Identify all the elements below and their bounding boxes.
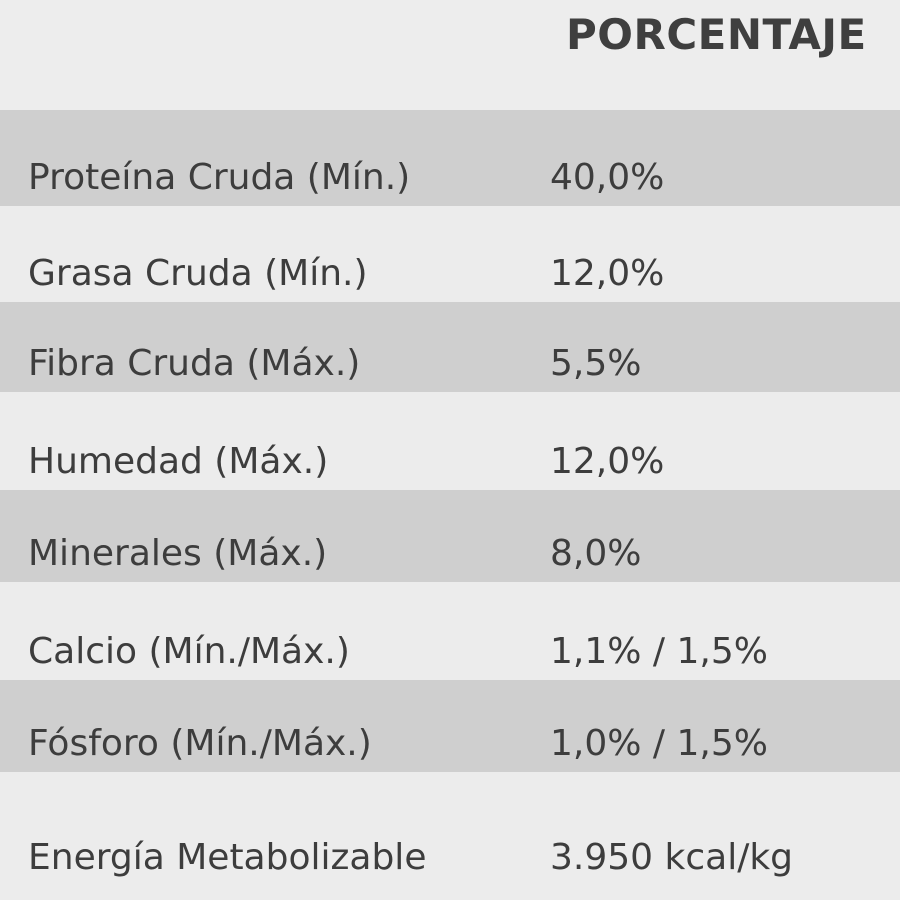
nutrient-value: 1,0% / 1,5%	[550, 723, 768, 764]
table-row: Energía Metabolizable 3.950 kcal/kg	[0, 772, 900, 900]
nutrient-value: 12,0%	[550, 441, 665, 482]
percentage-column-header: PORCENTAJE	[566, 10, 867, 59]
nutrient-name: Energía Metabolizable	[28, 837, 427, 878]
table-row: Fósforo (Mín./Máx.) 1,0% / 1,5%	[0, 680, 900, 772]
nutrient-value: 1,1% / 1,5%	[550, 631, 768, 672]
table-row: Humedad (Máx.) 12,0%	[0, 392, 900, 490]
nutrient-name: Grasa Cruda (Mín.)	[28, 253, 368, 294]
nutrient-name: Humedad (Máx.)	[28, 441, 329, 482]
nutrient-name: Calcio (Mín./Máx.)	[28, 631, 350, 672]
nutrient-value: 40,0%	[550, 157, 665, 198]
nutrient-value: 8,0%	[550, 533, 642, 574]
nutrient-value: 5,5%	[550, 343, 642, 384]
nutrient-name: Proteína Cruda (Mín.)	[28, 157, 411, 198]
nutrient-name: Fósforo (Mín./Máx.)	[28, 723, 372, 764]
nutrient-value: 3.950 kcal/kg	[550, 837, 794, 878]
table-header: PORCENTAJE	[0, 0, 900, 110]
table-row: Proteína Cruda (Mín.) 40,0%	[0, 110, 900, 206]
nutrition-table: Proteína Cruda (Mín.) 40,0% Grasa Cruda …	[0, 110, 900, 900]
table-row: Minerales (Máx.) 8,0%	[0, 490, 900, 582]
table-row: Grasa Cruda (Mín.) 12,0%	[0, 206, 900, 302]
nutrient-name: Fibra Cruda (Máx.)	[28, 343, 361, 384]
table-row: Calcio (Mín./Máx.) 1,1% / 1,5%	[0, 582, 900, 680]
nutrient-name: Minerales (Máx.)	[28, 533, 328, 574]
nutrient-value: 12,0%	[550, 253, 665, 294]
table-row: Fibra Cruda (Máx.) 5,5%	[0, 302, 900, 392]
